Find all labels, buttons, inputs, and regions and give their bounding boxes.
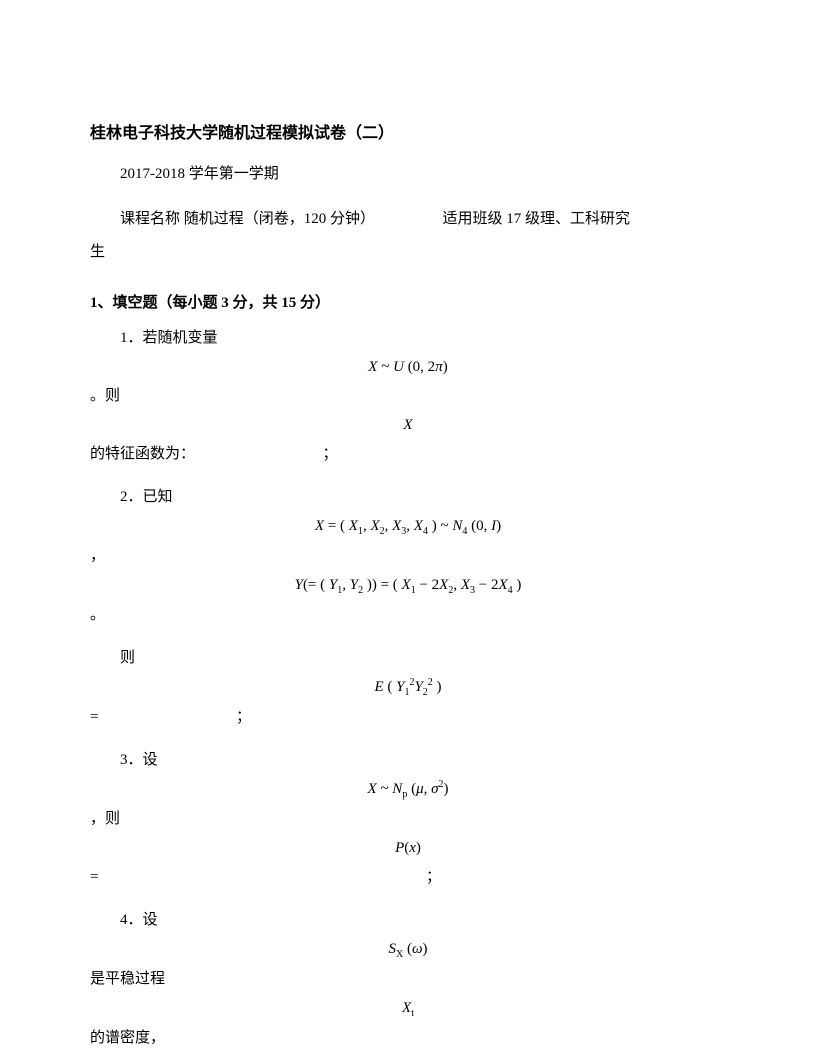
q1-label: 1．若随机变量 [90,325,726,352]
q4-text1: 是平稳过程 [90,966,726,993]
q1-formula2: X [90,412,726,439]
q4-formula2: Xt [90,995,726,1023]
q1-text1: 。则 [90,383,726,410]
course-name: 随机过程（闭卷，120 分钟） [184,211,375,227]
class-value: 17 级理、工科研究 [506,211,630,227]
q3-text1: ，则 [90,806,726,833]
q1-text2: 的特征函数为： ； [90,441,726,468]
q1-sep: ； [323,446,338,462]
q2-sep: ； [236,709,251,725]
q2-period1: 。 [90,602,726,629]
course-info: 课程名称 随机过程（闭卷，120 分钟） 适用班级 17 级理、工科研究 [90,206,726,233]
semester-line: 2017-2018 学年第一学期 [90,161,726,188]
q4-text2: 的谱密度， [90,1025,726,1052]
course-label: 课程名称 [120,211,180,227]
q2-then: 则 [90,645,726,672]
q2-label: 2．已知 [90,484,726,511]
exam-title: 桂林电子科技大学随机过程模拟试卷（二） [90,120,726,149]
q3-formula2: P(x) [90,835,726,862]
q3-equals: = ； [90,864,726,891]
student-line: 生 [90,239,726,266]
class-label: 适用班级 [443,211,503,227]
spacer [90,631,726,643]
q2-equals: = ； [90,704,726,731]
q2-formula3: E ( Y12Y22 ) [90,674,726,702]
q3-formula1: X ~ Np (μ, σ2) [90,776,726,804]
q4-formula1: SX (ω) [90,936,726,964]
q2-formula1: X = ( X1, X2, X3, X4 ) ~ N4 (0, I) [90,513,726,541]
section1-heading: 1、填空题（每小题 3 分，共 15 分） [90,290,726,317]
q2-comma1: ， [90,543,726,570]
q3-sep: ； [426,869,441,885]
q2-formula2: Y(= ( Y1, Y2 )) = ( X1 − 2X2, X3 − 2X4 ) [90,572,726,600]
q2-eq: = [90,709,98,725]
q1-formula1: X ~ U (0, 2π) [90,354,726,381]
q3-eq: = [90,869,98,885]
q1-text2-content: 的特征函数为： [90,446,195,462]
q4-label: 4．设 [90,907,726,934]
q3-label: 3．设 [90,747,726,774]
